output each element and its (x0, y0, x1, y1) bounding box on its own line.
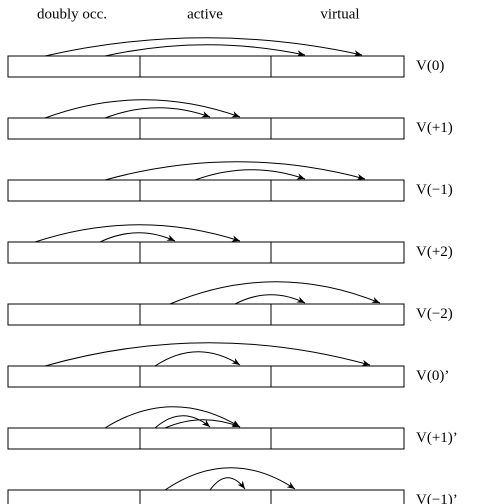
excitation-arrow (44, 342, 371, 367)
excitation-arrow (194, 169, 306, 181)
excitation-arrow (104, 406, 241, 429)
orbital-box (7, 427, 405, 450)
excitation-arrow (44, 99, 241, 119)
excitation-arrow (99, 232, 176, 243)
excitation-arrow (104, 44, 306, 57)
orbital-box (7, 117, 405, 140)
excitation-arrow (154, 415, 211, 429)
excitation-arrow (164, 419, 241, 429)
orbital-box (7, 489, 405, 504)
row-label: V(−1) (416, 182, 453, 198)
orbital-box (7, 179, 405, 202)
row-label: V(+1) (416, 120, 453, 136)
row-label: V(+1)’ (416, 430, 458, 446)
column-header: doubly occ. (37, 6, 107, 22)
column-header: virtual (320, 6, 359, 22)
orbital-box (7, 55, 405, 78)
excitation-arrow (104, 107, 211, 119)
excitation-arrow (234, 294, 306, 305)
row-label: V(0)’ (416, 368, 449, 384)
orbital-box (7, 303, 405, 326)
excitation-arrow (169, 281, 381, 305)
column-header: active (187, 6, 223, 22)
row-label: V(+2) (416, 244, 453, 260)
excitation-arrow (34, 224, 241, 243)
orbital-box (7, 365, 405, 388)
excitation-arrow (164, 467, 296, 491)
row-label: V(−2) (416, 306, 453, 322)
orbital-box (7, 241, 405, 264)
row-label: V(0) (416, 58, 444, 74)
excitation-arrow (104, 161, 366, 181)
excitation-arrow (209, 477, 246, 491)
row-label: V(−1)’ (416, 492, 458, 504)
excitation-arrow (154, 351, 241, 367)
excitation-arrow (44, 37, 363, 57)
